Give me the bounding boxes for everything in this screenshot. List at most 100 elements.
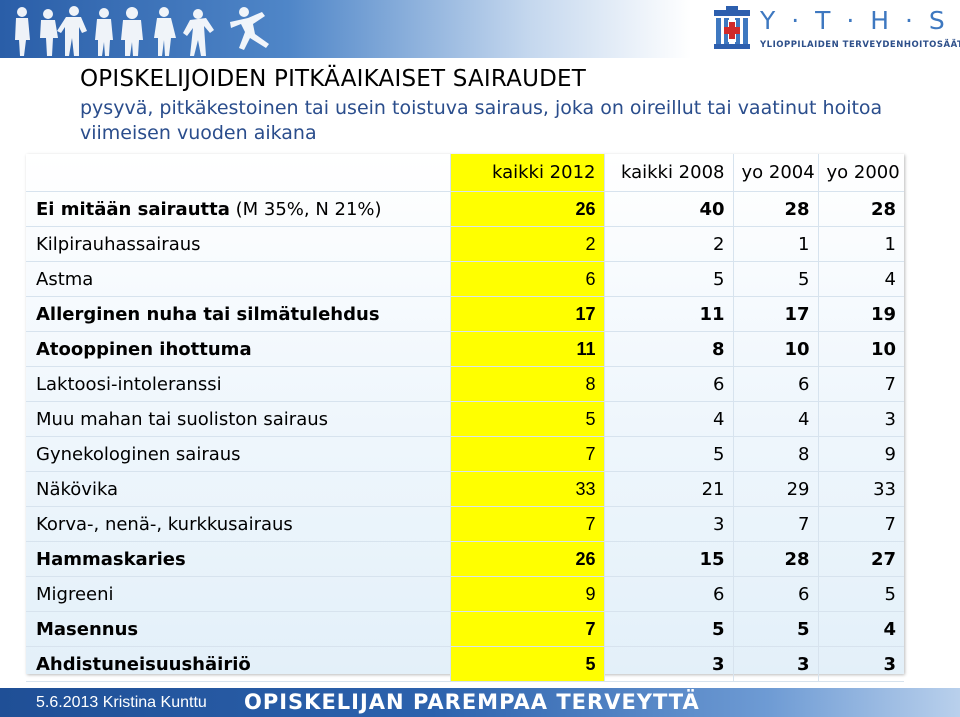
value-cell: 5 — [604, 611, 734, 647]
corner-cell — [26, 154, 451, 192]
row-label-cell: Allerginen nuha tai silmätulehdus — [26, 296, 451, 332]
value-cell: 5 — [450, 646, 605, 682]
value-cell: 4 — [604, 401, 734, 437]
value-cell: 29 — [733, 471, 819, 507]
table-row: Migreeni 9 6 6 5 — [26, 576, 904, 612]
table-row: Astma 6 5 5 4 — [26, 261, 904, 297]
row-label-cell: Laktoosi-intoleranssi — [26, 366, 451, 402]
row-label-note: (M 35%, N 21%) — [229, 198, 382, 220]
logo-subtitle: YLIOPPILAIDEN TERVEYDENHOITOSÄÄTIÖ — [760, 40, 960, 50]
value-cell: 33 — [450, 471, 605, 507]
row-label: Näkövika — [36, 478, 119, 500]
table-row: Allerginen nuha tai silmätulehdus 17 11 17 1… — [26, 296, 904, 332]
value-cell: 15 — [604, 541, 734, 577]
value-cell: 4 — [818, 611, 904, 647]
table-row: Muu mahan tai suoliston sairaus 5 4 4 3 — [26, 401, 904, 437]
value-cell: 28 — [733, 541, 819, 577]
table-row: Näkövika 33 21 29 33 — [26, 471, 904, 507]
value-cell: 1 — [733, 226, 819, 262]
value-cell: 3 — [604, 506, 734, 542]
value-cell: 17 — [733, 296, 819, 332]
row-label: Allerginen nuha tai silmätulehdus — [36, 303, 380, 325]
column-header: yo 2000 — [818, 154, 904, 192]
table-row: Korva-, nenä-, kurkkusairaus 7 3 7 7 — [26, 506, 904, 542]
table-row: Atooppinen ihottuma 11 8 10 10 — [26, 331, 904, 367]
value-cell: 5 — [818, 576, 904, 612]
value-cell: 21 — [604, 471, 734, 507]
value-cell: 9 — [818, 436, 904, 472]
column-header: yo 2004 — [733, 154, 819, 192]
value-cell: 5 — [604, 261, 734, 297]
row-label: Masennus — [36, 618, 139, 640]
value-cell: 8 — [604, 331, 734, 367]
row-label: Kilpirauhassairaus — [36, 233, 201, 255]
row-label-cell: Astma — [26, 261, 451, 297]
footer-slogan: OPISKELIJAN PAREMPAA TERVEYTTÄ — [244, 690, 700, 714]
row-label-cell: Masennus — [26, 611, 451, 647]
table-row: Gynekologinen sairaus 7 5 8 9 — [26, 436, 904, 472]
value-cell: 3 — [604, 646, 734, 682]
value-cell: 6 — [733, 576, 819, 612]
value-cell: 28 — [733, 191, 819, 227]
value-cell: 28 — [818, 191, 904, 227]
value-cell: 7 — [450, 611, 605, 647]
row-label: Ahdistuneisuushäiriö — [36, 653, 251, 675]
row-label-cell: Korva-, nenä-, kurkkusairaus — [26, 506, 451, 542]
value-cell: 33 — [818, 471, 904, 507]
value-cell: 6 — [733, 366, 819, 402]
row-label-cell: Migreeni — [26, 576, 451, 612]
page-title: OPISKELIJOIDEN PITKÄAIKAISET SAIRAUDET — [80, 66, 587, 92]
value-cell: 10 — [818, 331, 904, 367]
value-cell: 11 — [450, 331, 605, 367]
value-cell: 8 — [733, 436, 819, 472]
row-label-cell: Muu mahan tai suoliston sairaus — [26, 401, 451, 437]
top-banner: Y · T · H · S YLIOPPILAIDEN TERVEYDENHOI… — [0, 0, 960, 58]
row-label-cell: Atooppinen ihottuma — [26, 331, 451, 367]
value-cell: 5 — [450, 401, 605, 437]
row-label: Laktoosi-intoleranssi — [36, 373, 222, 395]
value-cell: 7 — [450, 436, 605, 472]
row-label-cell: Näkövika — [26, 471, 451, 507]
value-cell: 17 — [450, 296, 605, 332]
column-header: kaikki 2012 — [450, 154, 605, 192]
value-cell: 3 — [818, 401, 904, 437]
table-row: Hammaskaries 26 15 28 27 — [26, 541, 904, 577]
value-cell: 4 — [818, 261, 904, 297]
value-cell: 9 — [450, 576, 605, 612]
row-label: Atooppinen ihottuma — [36, 338, 252, 360]
footer-date-author: 5.6.2013 Kristina Kunttu — [36, 694, 207, 711]
row-label: Astma — [36, 268, 94, 290]
value-cell: 3 — [733, 646, 819, 682]
row-label: Muu mahan tai suoliston sairaus — [36, 408, 329, 430]
value-cell: 26 — [450, 541, 605, 577]
value-cell: 6 — [604, 576, 734, 612]
row-label-cell: Hammaskaries — [26, 541, 451, 577]
value-cell: 5 — [604, 436, 734, 472]
row-label: Gynekologinen sairaus — [36, 443, 241, 465]
table-row: Ei mitään sairautta (M 35%, N 21%) 26 40 28… — [26, 191, 904, 227]
column-header: kaikki 2008 — [604, 154, 734, 192]
table-row: Laktoosi-intoleranssi 8 6 6 7 — [26, 366, 904, 402]
page-subtitle: pysyvä, pitkäkestoinen tai usein toistuv… — [80, 97, 883, 144]
value-cell: 3 — [818, 646, 904, 682]
value-cell: 7 — [450, 506, 605, 542]
value-cell: 40 — [604, 191, 734, 227]
table-row: Kilpirauhassairaus 2 2 1 1 — [26, 226, 904, 262]
row-label-cell: Kilpirauhassairaus — [26, 226, 451, 262]
value-cell: 1 — [818, 226, 904, 262]
value-cell: 2 — [604, 226, 734, 262]
table-row: Masennus 7 5 5 4 — [26, 611, 904, 647]
illness-table: kaikki 2012 kaikki 2008 yo 2004 yo 2000 … — [26, 154, 904, 682]
row-label-cell: Ahdistuneisuushäiriö — [26, 646, 451, 682]
logo-letters: Y · T · H · S — [760, 6, 949, 35]
table-body: Ei mitään sairautta (M 35%, N 21%) 26 40 28… — [26, 191, 904, 682]
value-cell: 5 — [733, 611, 819, 647]
row-label-cell: Gynekologinen sairaus — [26, 436, 451, 472]
row-label: Ei mitään sairautta — [36, 198, 230, 220]
row-label: Hammaskaries — [36, 548, 186, 570]
value-cell: 19 — [818, 296, 904, 332]
value-cell: 2 — [450, 226, 605, 262]
value-cell: 7 — [818, 366, 904, 402]
people-silhouettes-image — [15, 6, 269, 56]
row-label-cell: Ei mitään sairautta (M 35%, N 21%) — [26, 191, 451, 227]
